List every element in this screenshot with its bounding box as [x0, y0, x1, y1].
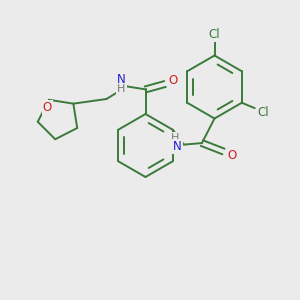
Text: H: H	[117, 84, 126, 94]
Text: H: H	[171, 133, 180, 143]
Text: N: N	[173, 140, 182, 153]
Text: Cl: Cl	[257, 106, 269, 119]
Text: Cl: Cl	[209, 28, 220, 41]
Text: O: O	[169, 74, 178, 87]
Text: O: O	[227, 148, 236, 162]
Text: O: O	[43, 101, 52, 114]
Text: N: N	[117, 73, 126, 86]
